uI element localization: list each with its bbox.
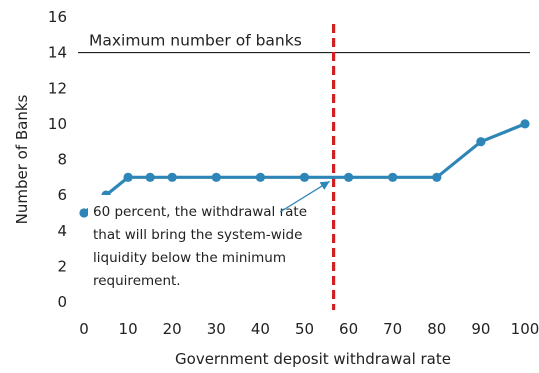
y-axis-label: Number of Banks — [13, 94, 31, 224]
x-tick-labels: 0 10 20 30 40 50 60 70 80 90 100 — [79, 320, 539, 338]
x-tick-label: 80 — [427, 320, 446, 338]
data-point — [388, 172, 398, 182]
data-point — [167, 172, 177, 182]
x-tick-label: 20 — [163, 320, 182, 338]
y-tick-label: 10 — [48, 115, 67, 133]
maximum-banks-label: Maximum number of banks — [89, 32, 302, 50]
annotation-line: requirement. — [93, 273, 181, 289]
annotation-line: liquidity below the minimum — [93, 250, 286, 266]
x-tick-label: 90 — [471, 320, 490, 338]
x-tick-label: 0 — [79, 320, 89, 338]
x-tick-label: 60 — [339, 320, 358, 338]
data-point — [123, 172, 133, 182]
y-tick-label: 4 — [57, 222, 67, 240]
x-axis-label: Government deposit withdrawal rate — [175, 350, 451, 368]
y-tick-labels: 0 2 4 6 8 10 12 14 16 — [48, 8, 67, 311]
y-tick-label: 12 — [48, 79, 67, 97]
data-point — [255, 172, 265, 182]
x-tick-label: 10 — [119, 320, 138, 338]
y-tick-label: 6 — [57, 186, 67, 204]
data-point — [211, 172, 221, 182]
data-point — [79, 208, 89, 218]
x-tick-label: 30 — [207, 320, 226, 338]
data-point — [145, 172, 155, 182]
annotation-arrowhead — [319, 181, 330, 190]
annotation-box — [88, 195, 326, 299]
y-tick-label: 0 — [57, 293, 67, 311]
y-tick-label: 2 — [57, 257, 67, 275]
y-tick-label: 8 — [57, 151, 67, 169]
x-tick-label: 100 — [511, 320, 539, 338]
data-point — [432, 172, 442, 182]
x-tick-label: 50 — [295, 320, 314, 338]
y-tick-label: 14 — [48, 44, 67, 62]
y-tick-label: 16 — [48, 8, 67, 26]
annotation-text: 60 percent, the withdrawal rate that wil… — [93, 204, 311, 289]
data-point — [520, 119, 530, 129]
data-points — [79, 119, 530, 218]
annotation-line: 60 percent, the withdrawal rate — [93, 204, 307, 220]
data-point — [344, 172, 354, 182]
data-point — [476, 137, 486, 147]
annotation-line: that will bring the system-wide — [93, 227, 302, 243]
x-tick-label: 40 — [251, 320, 270, 338]
data-point — [299, 172, 310, 182]
x-tick-label: 70 — [383, 320, 402, 338]
annotation-arrow — [279, 180, 330, 213]
